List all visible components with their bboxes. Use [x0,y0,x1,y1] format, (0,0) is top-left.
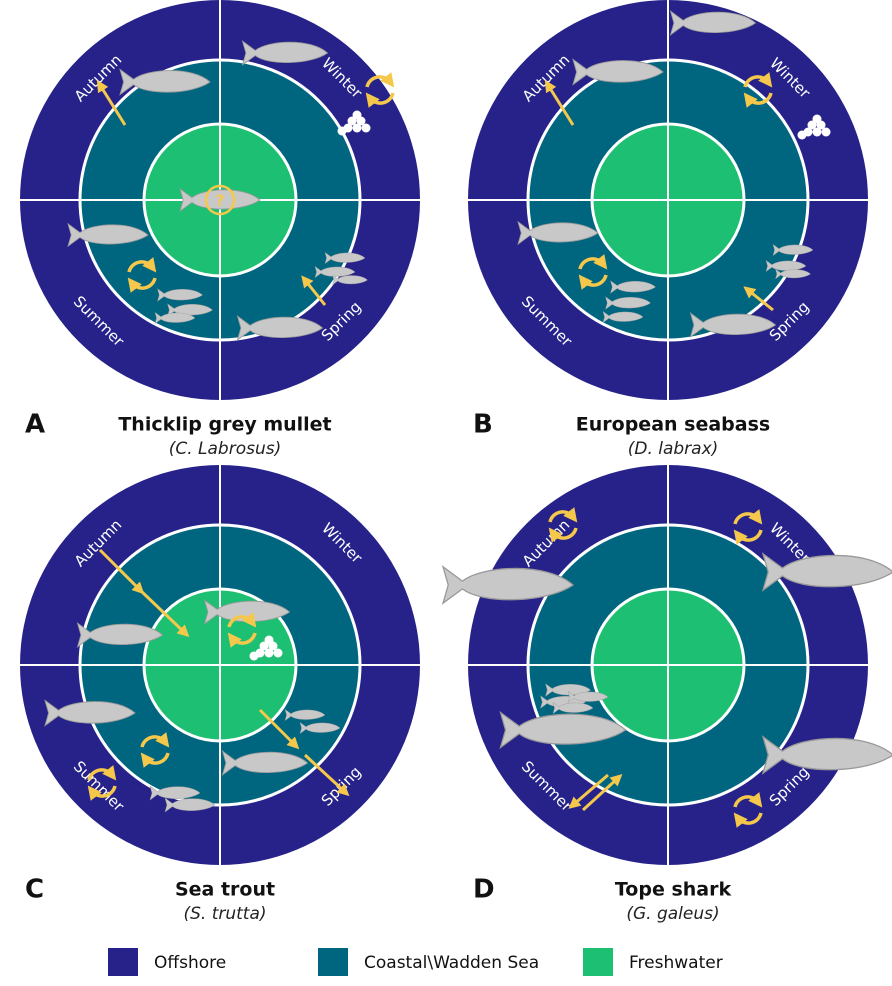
fish [332,274,368,286]
eggs [807,120,817,130]
panel-letter: D [473,875,495,905]
panel-species: (S. trutta) [183,904,266,924]
fish [499,710,627,750]
panel-letter: C [25,875,44,905]
eggs [273,648,283,658]
eggs [259,641,269,651]
fish [44,699,136,727]
fish [775,268,811,280]
fish [552,701,594,715]
fish [772,243,814,257]
eggs [352,110,362,120]
panel-title: Sea trout [175,879,275,901]
fish [221,750,309,776]
legend-swatch [108,948,138,976]
fish [567,690,609,704]
cycle-icon [365,72,395,88]
eggs [797,130,807,140]
panel-title: European seabass [576,414,770,436]
legend-label: Freshwater [629,953,723,973]
eggs [347,116,357,126]
cycle-icon [743,92,773,108]
cycle-icon [127,277,157,293]
eggs [264,635,274,645]
cycle-icon [140,752,170,768]
cycle-icon [548,527,578,543]
fish [164,797,216,813]
arrow [743,286,774,312]
panel-species: (D. labrax) [628,439,719,459]
eggs [812,114,822,124]
fish [605,296,651,310]
fish [76,622,164,648]
fish [441,565,575,605]
fish [761,735,892,775]
fish [179,187,261,213]
fish [154,311,196,325]
fish [236,315,324,341]
fish [669,10,757,36]
cycle-icon [733,812,763,828]
legend-label: Offshore [154,953,226,973]
cycle-icon [140,732,170,748]
cycle-icon [548,507,578,523]
arrow [303,753,350,797]
panel-letter: B [473,410,493,440]
arrow [96,79,127,126]
eggs [821,127,831,137]
legend-swatch [318,948,348,976]
cycle-icon [227,612,257,628]
cycle-icon [733,529,763,545]
fish [149,785,201,801]
arrow [568,773,609,809]
eggs [361,123,371,133]
fish [203,599,291,625]
eggs [812,127,822,137]
cycle-icon [578,274,608,290]
eggs [264,648,274,658]
cycle-icon [87,765,117,781]
unknown-marker [204,184,236,216]
panel-letter: A [25,410,45,440]
fish [572,58,664,86]
arrow [138,588,190,638]
cycle-icon [743,72,773,88]
fish [241,40,329,66]
cycle-icon [227,632,257,648]
fish [314,265,356,279]
cycle-icon [578,254,608,270]
cycle-icon [733,509,763,525]
fish [119,68,211,96]
fish [602,310,644,324]
arrow [258,708,300,750]
legend-label: Coastal\Wadden Sea [364,953,539,973]
unknown-label: ? [216,192,225,210]
panel-species: (C. Labrosus) [169,439,282,459]
arrow [544,79,575,126]
fish [517,220,599,246]
cycle-icon [733,792,763,808]
fish [324,251,366,265]
eggs [337,126,347,136]
eggs [352,123,362,133]
arrow [581,773,623,812]
fish [157,288,203,302]
cycle-icon [127,257,157,273]
fish [689,312,777,338]
fish [67,222,149,248]
panel-title: Tope shark [615,879,732,901]
cycle-icon [87,785,117,801]
legend-swatch [583,948,613,976]
fish [299,721,341,735]
panel-title: Thicklip grey mullet [118,414,331,436]
eggs [249,651,259,661]
fish [761,552,892,592]
arrow [98,548,145,595]
fish [610,280,656,294]
cycle-icon [365,92,395,108]
panel-species: (G. galeus) [626,904,719,924]
arrow [301,275,327,306]
fish [284,708,326,722]
